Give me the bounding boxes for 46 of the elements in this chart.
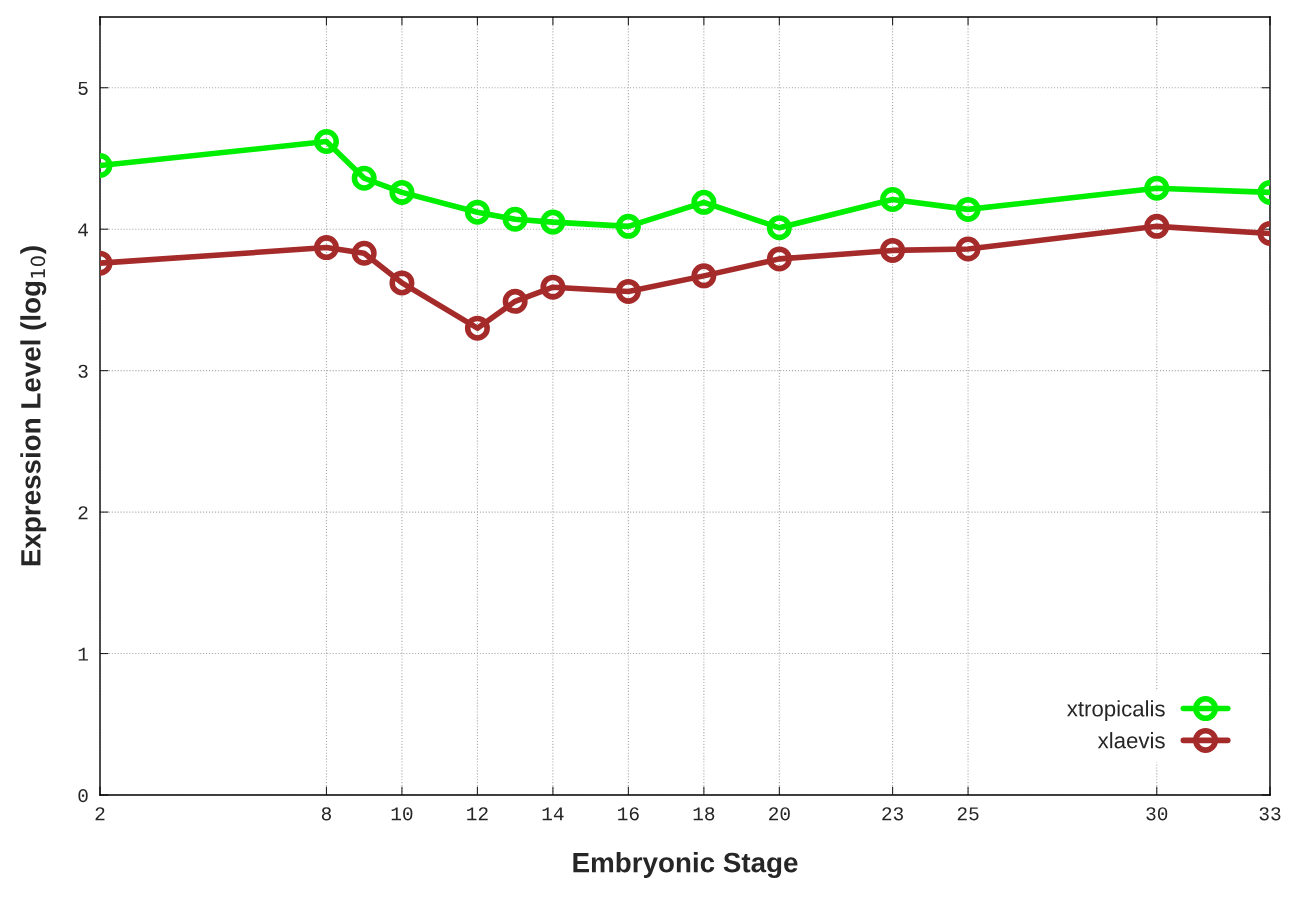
point xyxy=(1144,213,1170,239)
x-tick-label: 18 xyxy=(693,807,715,821)
y-axis-title: Expression Level (log$_{10}$) xyxy=(20,246,47,566)
point xyxy=(351,240,377,266)
y-tick-label: 2 xyxy=(78,506,88,520)
x-tick-label: 30 xyxy=(1146,807,1168,821)
x-tick-label: 25 xyxy=(957,807,979,821)
x-tick-label: 33 xyxy=(1259,807,1281,821)
point xyxy=(502,206,528,232)
point xyxy=(955,196,981,222)
x-tick-label: 14 xyxy=(542,807,564,821)
point xyxy=(1144,175,1170,201)
point xyxy=(691,263,717,289)
point xyxy=(880,237,906,263)
x-tick-label: 23 xyxy=(882,807,904,821)
point xyxy=(313,235,339,261)
point xyxy=(389,270,415,296)
x-axis-title: Embryonic Stage xyxy=(573,852,798,879)
x-tick-label: 10 xyxy=(391,807,413,821)
y-tick-label: 4 xyxy=(78,223,88,237)
point xyxy=(766,246,792,272)
point xyxy=(313,128,339,154)
point xyxy=(540,274,566,300)
y-tick-label: 3 xyxy=(78,364,88,378)
point xyxy=(351,165,377,191)
point xyxy=(955,236,981,262)
point xyxy=(766,215,792,241)
legend-label: xtropicalis xyxy=(1067,700,1165,721)
legend-label: xlaevis xyxy=(1097,732,1165,749)
y-tick-label: 0 xyxy=(78,789,88,803)
point xyxy=(540,209,566,235)
point xyxy=(389,179,415,205)
y-tick-label: 1 xyxy=(78,647,88,661)
x-tick-label: 2 xyxy=(95,807,105,821)
point xyxy=(464,199,490,225)
point xyxy=(464,315,490,341)
x-tick-label: 16 xyxy=(618,807,639,821)
x-tick-label: 8 xyxy=(321,807,331,821)
y-tick-label: 5 xyxy=(78,81,88,95)
x-tick-label: 20 xyxy=(769,807,790,821)
x-tick-label: 12 xyxy=(467,807,488,821)
point xyxy=(615,213,641,239)
point xyxy=(615,278,641,304)
point xyxy=(880,186,906,212)
point xyxy=(502,288,528,314)
point xyxy=(691,189,717,215)
